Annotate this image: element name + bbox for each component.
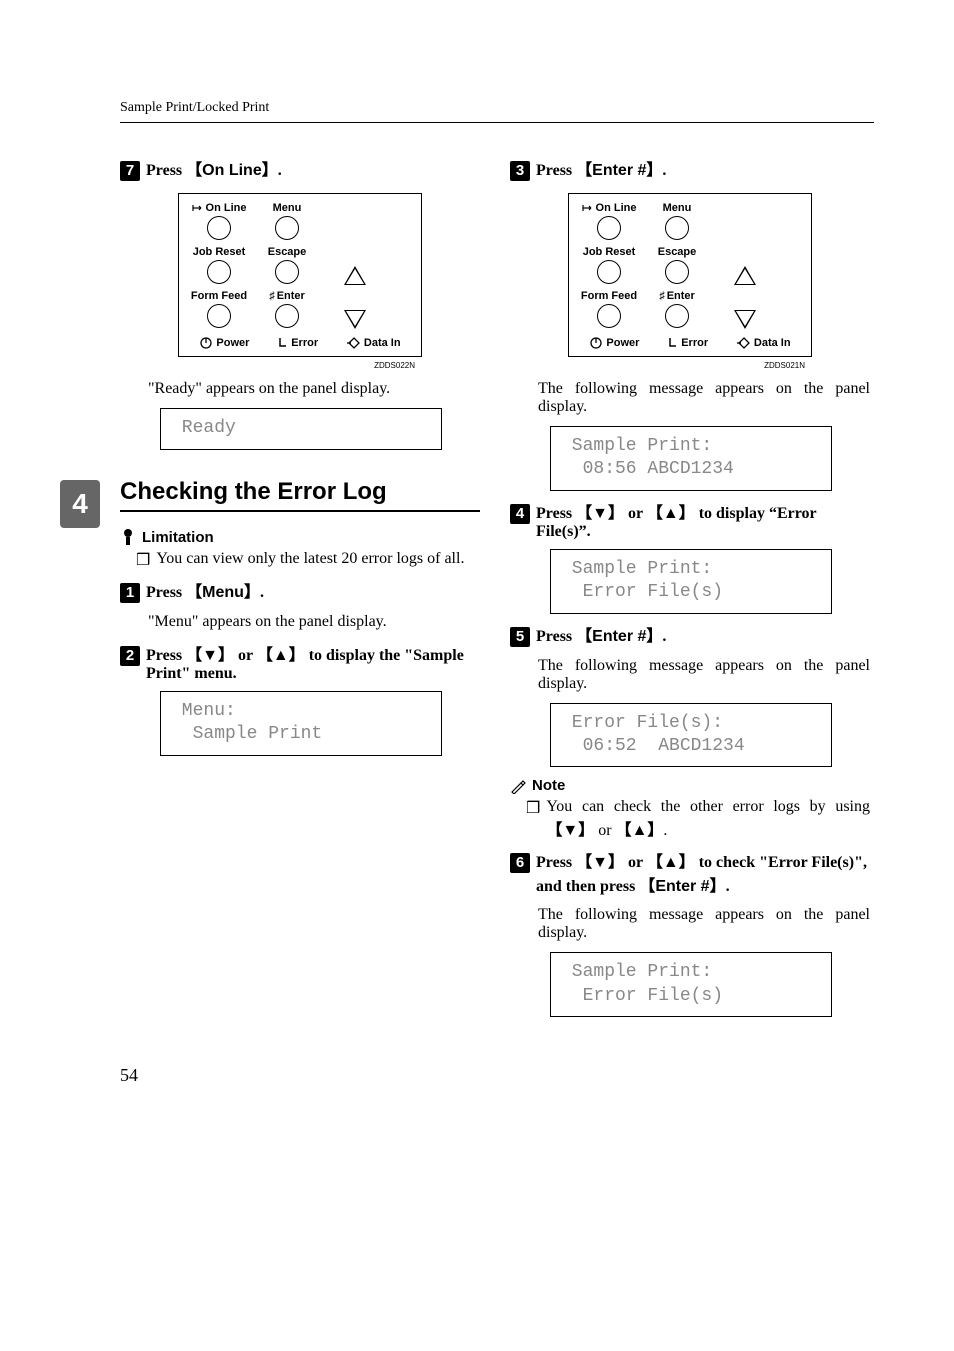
panel-formfeed-label: Form Feed xyxy=(191,290,247,302)
page-number: 54 xyxy=(120,1065,874,1086)
msg-appears-1: The following message appears on the pan… xyxy=(538,380,870,416)
step-6: 6 Press 【▼】 or 【▲】 to check "Error File(… xyxy=(510,848,870,896)
online-button-icon xyxy=(207,216,231,240)
limitation-heading: Limitation xyxy=(120,528,480,546)
escape-button-icon xyxy=(275,260,299,284)
right-column: 3 Press 【Enter #】. On Line Menu xyxy=(510,148,870,1025)
step-number-4: 4 xyxy=(510,504,530,524)
enter-button-icon xyxy=(275,304,299,328)
step-3: 3 Press 【Enter #】. xyxy=(510,156,870,181)
msg-appears-2: The following message appears on the pan… xyxy=(538,657,870,693)
datain-icon xyxy=(347,337,361,349)
note-bullet: ❒ You can check the other error logs by … xyxy=(526,798,870,840)
step-2: 2 Press 【▼】 or 【▲】 to display the "Sampl… xyxy=(120,641,480,683)
lcd-menu: Menu: Sample Print xyxy=(160,691,442,756)
limitation-bullet: ❒ You can view only the latest 20 error … xyxy=(136,550,480,570)
panel-jobreset-label: Job Reset xyxy=(193,246,246,258)
limitation-icon xyxy=(120,528,136,546)
panel-menu-label: Menu xyxy=(273,202,302,214)
step-number-5: 5 xyxy=(510,627,530,647)
online-key-label: On Line xyxy=(202,162,262,179)
ready-appears-text: "Ready" appears on the panel display. xyxy=(148,380,480,398)
menu-appears-text: "Menu" appears on the panel display. xyxy=(148,613,480,631)
step-5: 5 Press 【Enter #】. xyxy=(510,622,870,647)
panel-footer-left: ZDDS022N xyxy=(185,361,415,370)
jobreset-button-icon xyxy=(207,260,231,284)
step-number-7: 7 xyxy=(120,161,140,181)
step-number-1: 1 xyxy=(120,583,140,603)
step-1: 1 Press 【Menu】. xyxy=(120,578,480,603)
panel-power-label: Power xyxy=(216,337,249,349)
control-panel-diagram-left: On Line Menu Job Reset Escape xyxy=(178,193,422,357)
left-column: 7 Press 【On Line】. On Line Menu xyxy=(120,148,480,1025)
menu-button-icon xyxy=(275,216,299,240)
step-number-2: 2 xyxy=(120,646,140,666)
step-7: 7 Press 【On Line】. xyxy=(120,156,480,181)
lcd-error: Error File(s): 06:52 ABCD1234 xyxy=(550,703,832,768)
error-icon xyxy=(278,337,288,349)
enter-key-label: Enter # xyxy=(592,162,646,179)
lcd-sample-2: Sample Print: Error File(s) xyxy=(550,549,832,614)
lcd-sample-1: Sample Print: 08:56 ABCD1234 xyxy=(550,426,832,491)
formfeed-button-icon xyxy=(207,304,231,328)
step-4: 4 Press 【▼】 or 【▲】 to display “Error Fil… xyxy=(510,499,870,541)
panel-escape-label: Escape xyxy=(268,246,307,258)
down-arrow-icon xyxy=(344,310,366,329)
chapter-tab: 4 xyxy=(60,480,100,528)
panel-online-label: On Line xyxy=(206,202,247,214)
note-heading: Note xyxy=(510,777,870,794)
step-number-3: 3 xyxy=(510,161,530,181)
lcd-sample-3: Sample Print: Error File(s) xyxy=(550,952,832,1017)
lcd-ready: Ready xyxy=(160,408,442,450)
header-rule xyxy=(120,122,874,123)
power-icon xyxy=(199,336,213,350)
control-panel-diagram-right: On Line Menu Job Reset Escape xyxy=(568,193,812,357)
step7-text-a: Press xyxy=(146,162,186,179)
step-number-6: 6 xyxy=(510,853,530,873)
panel-footer-right: ZDDS021N xyxy=(575,361,805,370)
note-icon xyxy=(510,778,526,794)
step7-text-b: . xyxy=(278,162,282,179)
up-arrow-icon xyxy=(344,266,366,285)
panel-datain-label: Data In xyxy=(364,337,401,349)
running-header: Sample Print/Locked Print xyxy=(120,100,874,116)
panel-error-label: Error xyxy=(291,337,318,349)
section-title: Checking the Error Log xyxy=(120,478,480,512)
menu-key-label: Menu xyxy=(202,584,244,601)
msg-appears-3: The following message appears on the pan… xyxy=(538,906,870,942)
panel-enter-label: Enter xyxy=(277,290,305,302)
